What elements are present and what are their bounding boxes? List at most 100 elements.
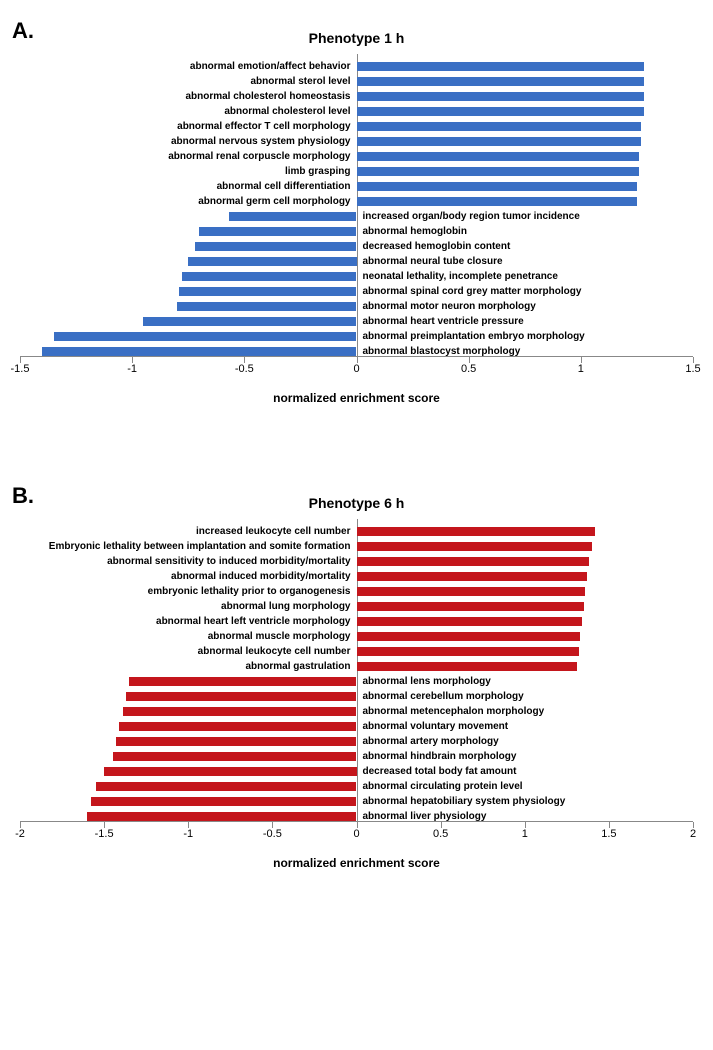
bar-row: abnormal muscle morphology bbox=[20, 632, 693, 641]
bar-row: decreased hemoglobin content bbox=[20, 242, 693, 251]
panel-b: B. Phenotype 6 h increased leukocyte cel… bbox=[20, 495, 693, 870]
bar-row: abnormal cholesterol homeostasis bbox=[20, 92, 693, 101]
axis-tick-label: 1.5 bbox=[601, 828, 616, 840]
bar bbox=[357, 632, 581, 641]
axis-tick-label: 1 bbox=[522, 828, 528, 840]
axis-tick-label: -0.5 bbox=[263, 828, 282, 840]
bar-label: abnormal liver physiology bbox=[357, 812, 487, 821]
bar-row: abnormal heart left ventricle morphology bbox=[20, 617, 693, 626]
bar-label: abnormal emotion/affect behavior bbox=[190, 62, 357, 71]
bar bbox=[129, 677, 356, 686]
axis-tick-label: 0.5 bbox=[433, 828, 448, 840]
bar-row: abnormal sterol level bbox=[20, 77, 693, 86]
bar-label: abnormal leukocyte cell number bbox=[198, 647, 357, 656]
bar bbox=[54, 332, 357, 341]
bar-row: abnormal hindbrain morphology bbox=[20, 752, 693, 761]
bar-label: increased organ/body region tumor incide… bbox=[357, 212, 580, 221]
bar-label: embryonic lethality prior to organogenes… bbox=[148, 587, 357, 596]
bar-label: abnormal spinal cord grey matter morphol… bbox=[357, 287, 582, 296]
bar-label: abnormal blastocyst morphology bbox=[357, 347, 521, 356]
bar-row: abnormal induced morbidity/mortality bbox=[20, 572, 693, 581]
panel-a-axis-ticks: -1.5-1-0.500.511.5 bbox=[20, 357, 693, 373]
axis-tick-label: 1 bbox=[578, 363, 584, 375]
bar bbox=[182, 272, 357, 281]
bar-row: abnormal effector T cell morphology bbox=[20, 122, 693, 131]
bar-label: abnormal sterol level bbox=[250, 77, 356, 86]
bar-label: abnormal cholesterol homeostasis bbox=[185, 92, 356, 101]
bar-row: abnormal lung morphology bbox=[20, 602, 693, 611]
bar-label: abnormal hepatobiliary system physiology bbox=[357, 797, 566, 806]
bar-label: abnormal cholesterol level bbox=[224, 107, 356, 116]
bar-row: embryonic lethality prior to organogenes… bbox=[20, 587, 693, 596]
bar-row: abnormal lens morphology bbox=[20, 677, 693, 686]
bar-row: abnormal cell differentiation bbox=[20, 182, 693, 191]
bar bbox=[96, 782, 357, 791]
bar bbox=[357, 197, 637, 206]
bar-label: abnormal germ cell morphology bbox=[198, 197, 356, 206]
panel-a-bars: abnormal emotion/affect behavior abnormal… bbox=[20, 58, 693, 356]
bar bbox=[357, 617, 582, 626]
bar-label: abnormal artery morphology bbox=[357, 737, 499, 746]
panel-b-axis-ticks: -2-1.5-1-0.500.511.52 bbox=[20, 822, 693, 838]
bar bbox=[357, 527, 596, 536]
bar bbox=[199, 227, 356, 236]
axis-tick-label: -1 bbox=[127, 363, 137, 375]
bar bbox=[357, 92, 644, 101]
bar-label: abnormal cerebellum morphology bbox=[357, 692, 524, 701]
bar-label: increased leukocyte cell number bbox=[196, 527, 357, 536]
panel-b-label: B. bbox=[12, 483, 34, 509]
axis-tick-label: -0.5 bbox=[235, 363, 254, 375]
bar-row: abnormal circulating protein level bbox=[20, 782, 693, 791]
bar bbox=[357, 662, 577, 671]
bar-label: neonatal lethality, incomplete penetranc… bbox=[357, 272, 558, 281]
panel-a-chart: abnormal emotion/affect behavior abnormal… bbox=[20, 54, 693, 357]
bar-row: abnormal artery morphology bbox=[20, 737, 693, 746]
bar-label: Embryonic lethality between implantation… bbox=[49, 542, 357, 551]
bar-label: abnormal hindbrain morphology bbox=[357, 752, 517, 761]
bar bbox=[42, 347, 356, 356]
bar-row: neonatal lethality, incomplete penetranc… bbox=[20, 272, 693, 281]
bar-row: abnormal renal corpuscle morphology bbox=[20, 152, 693, 161]
bar-label: abnormal voluntary movement bbox=[357, 722, 509, 731]
bar-label: abnormal muscle morphology bbox=[208, 632, 357, 641]
bar bbox=[357, 572, 588, 581]
bar bbox=[179, 287, 356, 296]
bar bbox=[143, 317, 356, 326]
bar bbox=[229, 212, 357, 221]
panel-a: A. Phenotype 1 h abnormal emotion/affect… bbox=[20, 30, 693, 405]
bar-row: abnormal germ cell morphology bbox=[20, 197, 693, 206]
bar bbox=[119, 722, 356, 731]
axis-tick-label: 0 bbox=[353, 363, 359, 375]
bar-row: abnormal sensitivity to induced morbidit… bbox=[20, 557, 693, 566]
bar-label: abnormal neural tube closure bbox=[357, 257, 503, 266]
bar-label: abnormal lung morphology bbox=[221, 602, 356, 611]
bar-row: abnormal emotion/affect behavior bbox=[20, 62, 693, 71]
bar-label: limb grasping bbox=[285, 167, 357, 176]
bar-row: abnormal nervous system physiology bbox=[20, 137, 693, 146]
bar-row: abnormal gastrulation bbox=[20, 662, 693, 671]
bar-label: abnormal heart left ventricle morphology bbox=[156, 617, 356, 626]
bar bbox=[113, 752, 357, 761]
bar bbox=[357, 137, 642, 146]
axis-tick-label: -1.5 bbox=[11, 363, 30, 375]
bar-row: abnormal preimplantation embryo morpholo… bbox=[20, 332, 693, 341]
bar bbox=[116, 737, 357, 746]
axis-tick-label: 0.5 bbox=[461, 363, 476, 375]
bar-label: abnormal hemoglobin bbox=[357, 227, 467, 236]
panel-b-bars: increased leukocyte cell number Embryonic… bbox=[20, 523, 693, 821]
panel-a-label: A. bbox=[12, 18, 34, 44]
bar-row: abnormal voluntary movement bbox=[20, 722, 693, 731]
bar bbox=[87, 812, 356, 821]
panel-a-x-axis-title: normalized enrichment score bbox=[20, 391, 693, 405]
axis-tick-label: -1 bbox=[183, 828, 193, 840]
bar-row: abnormal metencephalon morphology bbox=[20, 707, 693, 716]
bar-row: abnormal leukocyte cell number bbox=[20, 647, 693, 656]
bar-row: abnormal liver physiology bbox=[20, 812, 693, 821]
bar-label: abnormal gastrulation bbox=[245, 662, 356, 671]
panel-b-title: Phenotype 6 h bbox=[20, 495, 693, 511]
axis-tick-label: 2 bbox=[690, 828, 696, 840]
axis-tick-label: -1.5 bbox=[95, 828, 114, 840]
bar-row: abnormal motor neuron morphology bbox=[20, 302, 693, 311]
bar-label: decreased hemoglobin content bbox=[357, 242, 511, 251]
bar-label: abnormal metencephalon morphology bbox=[357, 707, 545, 716]
